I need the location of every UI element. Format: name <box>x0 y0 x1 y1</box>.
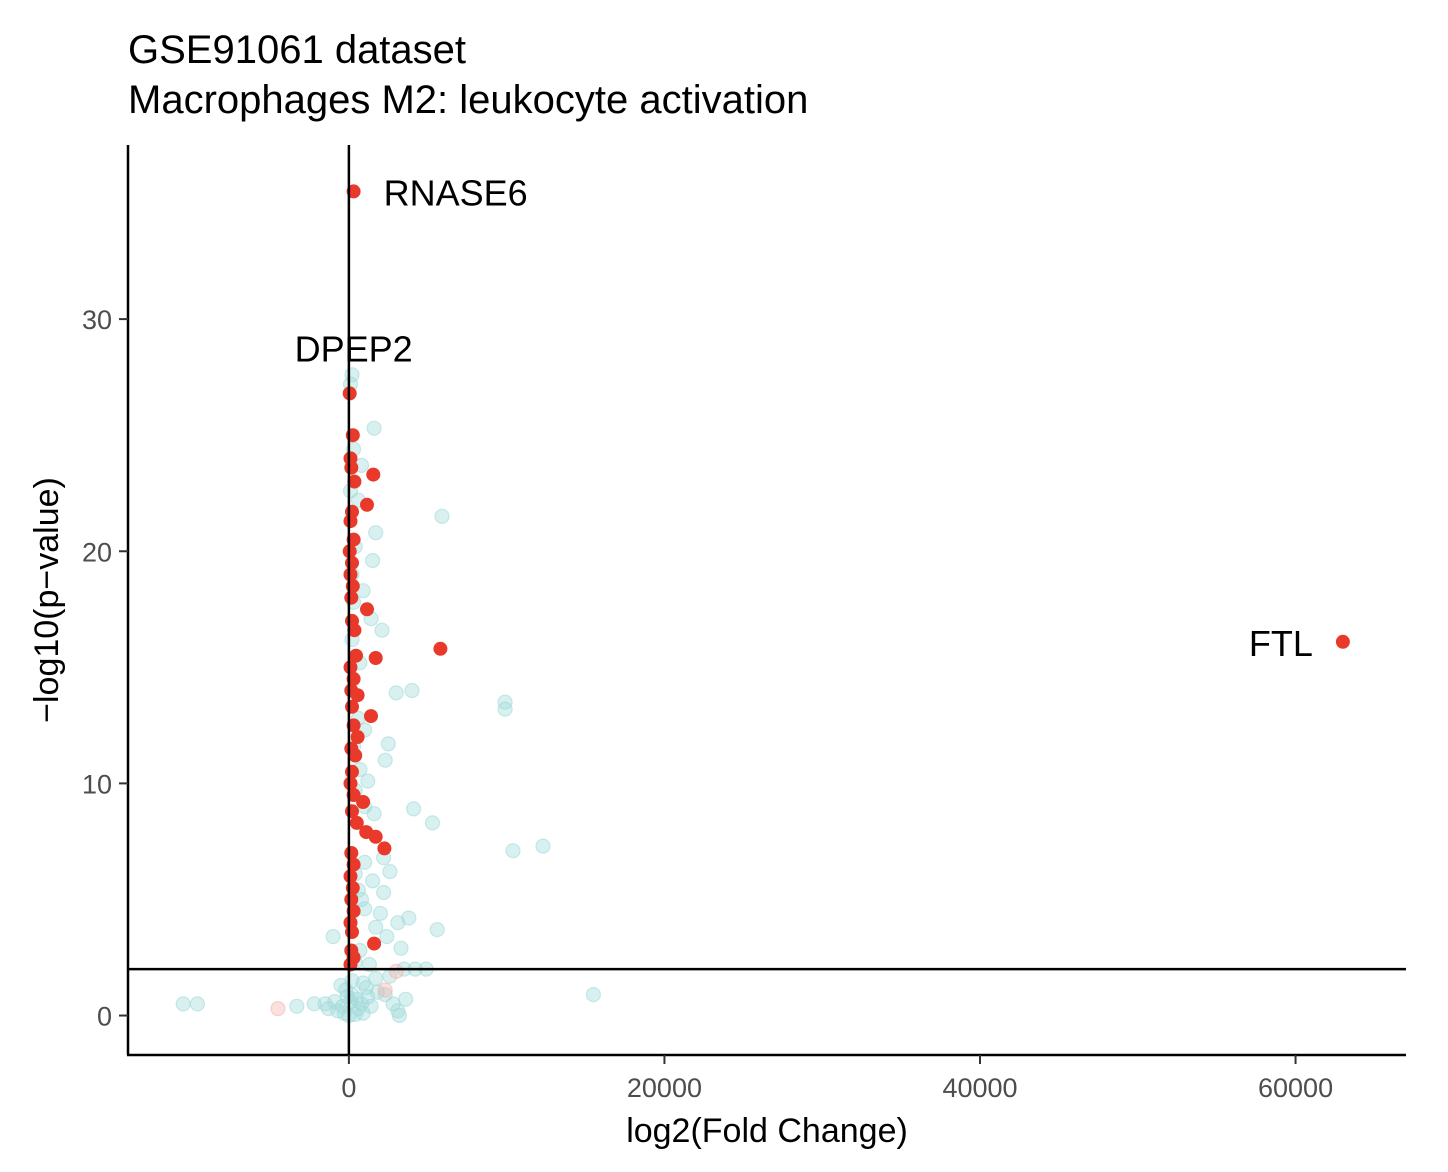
background-point <box>335 998 351 1014</box>
highlighted-point <box>364 709 378 724</box>
background-point <box>372 905 388 922</box>
highlighted-point <box>344 460 359 475</box>
background-point <box>382 863 398 880</box>
background-point <box>368 525 384 541</box>
x-tick-label: 60000 <box>1258 1073 1333 1103</box>
highlighted-points <box>342 184 1350 972</box>
background-point <box>497 701 513 717</box>
highlighted-point <box>433 641 448 656</box>
background-point <box>429 921 445 938</box>
highlighted-point <box>356 795 371 809</box>
background-point <box>393 940 409 956</box>
highlighted-point <box>360 602 374 617</box>
background-point <box>306 996 322 1012</box>
background-point <box>363 998 379 1014</box>
highlighted-point <box>347 474 362 489</box>
x-axis-ticks: 0 20000 40000 60000 <box>341 1055 1333 1103</box>
background-point <box>379 928 395 945</box>
highlighted-point <box>350 730 365 744</box>
highlighted-point <box>343 567 358 582</box>
background-point <box>360 989 376 1005</box>
background-point <box>404 682 420 699</box>
background-point <box>376 884 392 901</box>
highlighted-point <box>344 590 359 605</box>
chart-title: GSE91061 dataset <box>128 28 466 72</box>
highlighted-point <box>350 688 365 703</box>
highlighted-point <box>343 776 358 791</box>
background-point <box>358 980 374 996</box>
chart-subtitle: Macrophages M2: leukocyte activation <box>128 78 808 122</box>
y-tick-label: 10 <box>82 769 112 799</box>
y-axis-ticks: 0 10 20 30 <box>82 305 128 1032</box>
x-tick-label: 40000 <box>942 1073 1017 1103</box>
background-point <box>325 928 341 945</box>
background-point <box>390 915 406 931</box>
background-point <box>505 843 521 859</box>
background-points <box>175 367 602 1024</box>
highlighted-point <box>368 651 383 665</box>
background-point <box>585 986 602 1003</box>
gene-labels: RNASE6 DPEP2 FTL <box>295 172 1313 663</box>
background-point <box>434 508 450 525</box>
background-point <box>388 685 404 701</box>
background-point <box>374 622 390 638</box>
highlighted-point <box>344 846 359 860</box>
highlighted-point <box>343 514 358 529</box>
highlighted-point <box>377 841 392 856</box>
background-point <box>366 805 382 822</box>
gene-label: DPEP2 <box>295 328 413 369</box>
highlighted-point <box>368 829 383 844</box>
highlighted-point <box>344 892 359 907</box>
background-point <box>535 838 551 854</box>
background-point <box>406 801 422 817</box>
highlighted-point <box>347 623 362 638</box>
highlighted-point <box>349 815 364 830</box>
gene-label: FTL <box>1249 623 1313 664</box>
highlighted-point <box>349 648 363 663</box>
background-point <box>289 998 305 1014</box>
y-tick-label: 0 <box>97 1002 112 1032</box>
highlighted-point <box>343 660 358 675</box>
background_down-point <box>377 982 393 998</box>
highlighted-point <box>366 467 381 482</box>
x-tick-label: 0 <box>341 1073 356 1103</box>
background-point <box>360 773 376 789</box>
x-tick-label: 20000 <box>627 1073 702 1103</box>
background-point <box>368 919 384 935</box>
highlighted-point <box>348 748 363 763</box>
background_down-point <box>270 1000 286 1017</box>
highlighted-point <box>360 497 374 512</box>
background-point <box>366 420 382 436</box>
background-point <box>189 996 205 1012</box>
highlighted-point <box>345 925 359 939</box>
background-point <box>380 736 396 752</box>
highlighted-point <box>343 869 358 884</box>
y-tick-label: 30 <box>82 305 112 335</box>
x-axis-label: log2(Fold Change) <box>626 1112 908 1150</box>
background-point <box>391 1007 407 1024</box>
background-point <box>175 996 191 1012</box>
background-point <box>365 552 381 569</box>
y-axis-label: −log10(p−value) <box>28 477 66 723</box>
background-point <box>424 815 441 831</box>
highlighted-point <box>345 699 359 714</box>
background_down-point <box>388 963 404 980</box>
background-point <box>365 873 381 889</box>
gene-label: RNASE6 <box>384 172 528 213</box>
background-point <box>377 752 393 768</box>
highlighted-point <box>367 936 382 951</box>
y-tick-label: 20 <box>82 537 112 567</box>
highlighted-point <box>1335 634 1350 649</box>
